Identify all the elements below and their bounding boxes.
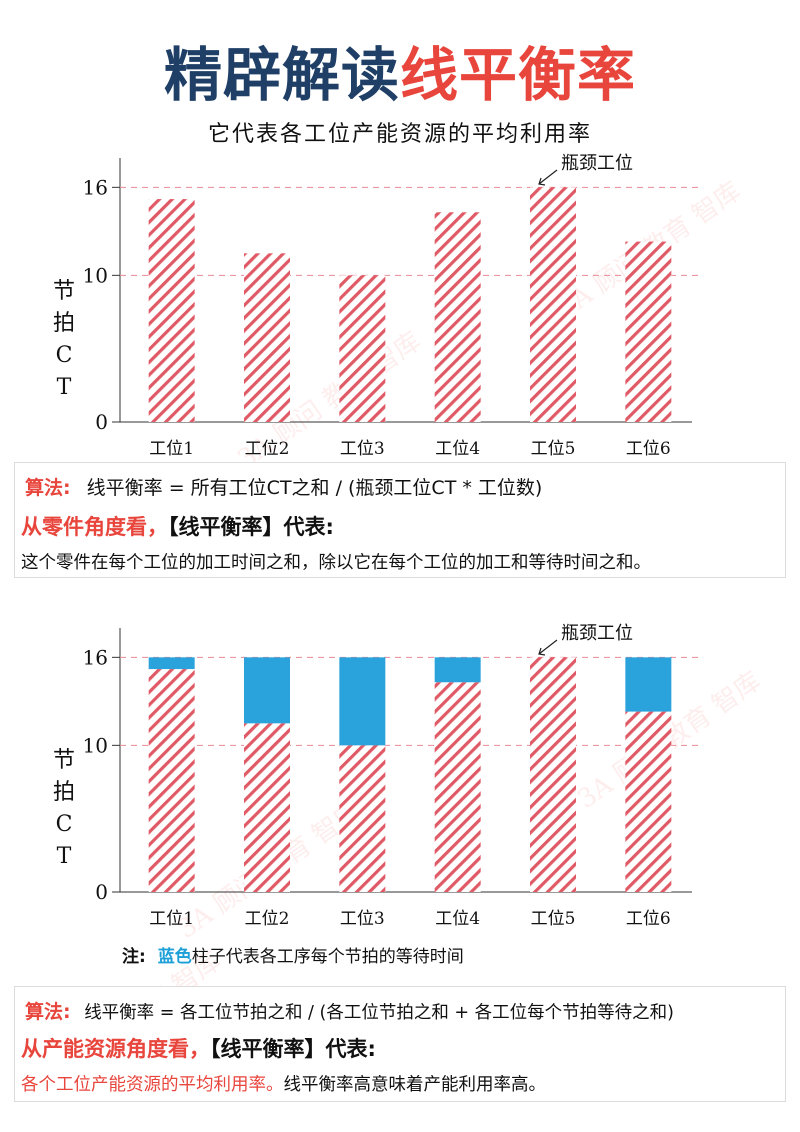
- view-line-2: 从产能资源角度看，【线平衡率】代表:: [21, 1033, 376, 1063]
- chart-2: 0 10 16 工位1 工位2 工位3 工位4 工位5 工位6 瓶颈工位: [83, 623, 698, 929]
- annotation-arrow: [538, 169, 558, 185]
- bar: [530, 657, 576, 892]
- ylabel-char: C: [55, 343, 73, 368]
- x-tick-label: 工位4: [435, 439, 480, 459]
- bar: [339, 275, 386, 422]
- view-bracket: 【线平衡率】代表:: [210, 1037, 376, 1061]
- ylabel-char: 节: [52, 748, 75, 773]
- wait-bar: [625, 657, 672, 712]
- explanation-box-1: 算法: 线平衡率 = 所有工位CT之和 / (瓶颈工位CT * 工位数) 从零件…: [14, 462, 786, 578]
- ylabel-char: C: [55, 812, 73, 837]
- x-tick-label: 工位2: [245, 909, 290, 929]
- chart-note: 注: 蓝色柱子代表各工序每个节拍的等待时间: [122, 942, 464, 967]
- title-part-2: 线平衡率: [400, 41, 637, 109]
- wait-bar: [148, 657, 195, 670]
- ylabel-char: 节: [52, 279, 75, 304]
- bar: [244, 253, 290, 422]
- bar: [148, 669, 195, 892]
- y-tick-label: 10: [83, 263, 108, 287]
- chart-1-ylabel: 节 拍 C T: [52, 276, 76, 404]
- ylabel-char: T: [56, 844, 72, 869]
- x-tick-label: 工位3: [340, 439, 385, 459]
- annotation-arrow: [538, 639, 558, 655]
- bar: [148, 199, 195, 422]
- y-tick-label: 16: [83, 645, 108, 669]
- algo-formula: 线平衡率 = 所有工位CT之和 / (瓶颈工位CT * 工位数): [86, 477, 543, 499]
- note-blue-word: 蓝色: [157, 947, 192, 967]
- annotation-label: 瓶颈工位: [561, 153, 633, 174]
- y-tick-label: 10: [83, 733, 108, 757]
- description-2: 各个工位产能资源的平均利用率。线平衡率高意味着产能利用率高。: [21, 1071, 546, 1096]
- title-part-1: 精辟解读: [163, 41, 400, 109]
- x-tick-label: 工位1: [149, 909, 194, 929]
- x-tick-label: 工位1: [149, 439, 194, 459]
- view-bracket: 【线平衡率】代表:: [168, 515, 334, 539]
- ylabel-char: T: [56, 375, 72, 400]
- ylabel-char: 拍: [52, 311, 75, 336]
- wait-bar: [244, 657, 290, 724]
- bar: [625, 711, 672, 892]
- chart-2-ylabel: 节 拍 C T: [52, 745, 76, 873]
- bar: [625, 241, 672, 422]
- x-tick-label: 工位2: [245, 439, 290, 459]
- chart-1: 0 10 16 工位1 工位2 工位3 工位4 工位5 工位6 瓶颈工位: [83, 153, 698, 459]
- view-line-1: 从零件角度看，【线平衡率】代表:: [21, 511, 334, 541]
- y-tick-label: 0: [95, 410, 108, 434]
- algo-line-2: 算法: 线平衡率 = 各工位节拍之和 / (各工位节拍之和 + 各工位每个节拍等…: [25, 997, 674, 1024]
- page-subtitle: 它代表各工位产能资源的平均利用率: [207, 122, 592, 147]
- algo-label: 算法:: [25, 1001, 71, 1023]
- bar: [434, 682, 481, 892]
- x-tick-label: 工位4: [435, 909, 480, 929]
- ylabel-char: 拍: [52, 780, 75, 805]
- bar: [530, 187, 576, 422]
- x-tick-label: 工位5: [531, 909, 576, 929]
- algo-line-1: 算法: 线平衡率 = 所有工位CT之和 / (瓶颈工位CT * 工位数): [25, 473, 542, 500]
- page-title: 精辟解读线平衡率: [0, 40, 800, 110]
- wait-bar: [434, 657, 481, 683]
- view-label: 从零件角度看，: [21, 515, 168, 539]
- annotation-label: 瓶颈工位: [561, 623, 633, 644]
- annotation-arrowhead: [538, 177, 546, 186]
- x-tick-label: 工位6: [626, 909, 671, 929]
- x-tick-label: 工位3: [340, 909, 385, 929]
- description-red: 各个工位产能资源的平均利用率。: [21, 1075, 284, 1095]
- bar: [434, 212, 481, 422]
- x-tick-label: 工位5: [531, 439, 576, 459]
- bar: [244, 723, 290, 892]
- description-black: 线平衡率高意味着产能利用率高。: [283, 1075, 547, 1095]
- note-prefix: 注:: [122, 947, 146, 967]
- y-tick-label: 16: [83, 175, 108, 199]
- annotation-arrowhead: [538, 647, 546, 656]
- y-tick-label: 0: [95, 880, 108, 904]
- x-tick-label: 工位6: [626, 439, 671, 459]
- bar: [339, 745, 386, 892]
- wait-bar: [339, 657, 386, 746]
- algo-formula: 线平衡率 = 各工位节拍之和 / (各工位节拍之和 + 各工位每个节拍等待之和): [84, 1003, 674, 1023]
- note-text: 柱子代表各工序每个节拍的等待时间: [191, 947, 464, 967]
- view-label: 从产能资源角度看，: [21, 1037, 210, 1061]
- algo-label: 算法:: [25, 477, 71, 499]
- explanation-box-2: 算法: 线平衡率 = 各工位节拍之和 / (各工位节拍之和 + 各工位每个节拍等…: [14, 986, 786, 1102]
- description-1: 这个零件在每个工位的加工时间之和，除以它在每个工位的加工和等待时间之和。: [21, 553, 651, 573]
